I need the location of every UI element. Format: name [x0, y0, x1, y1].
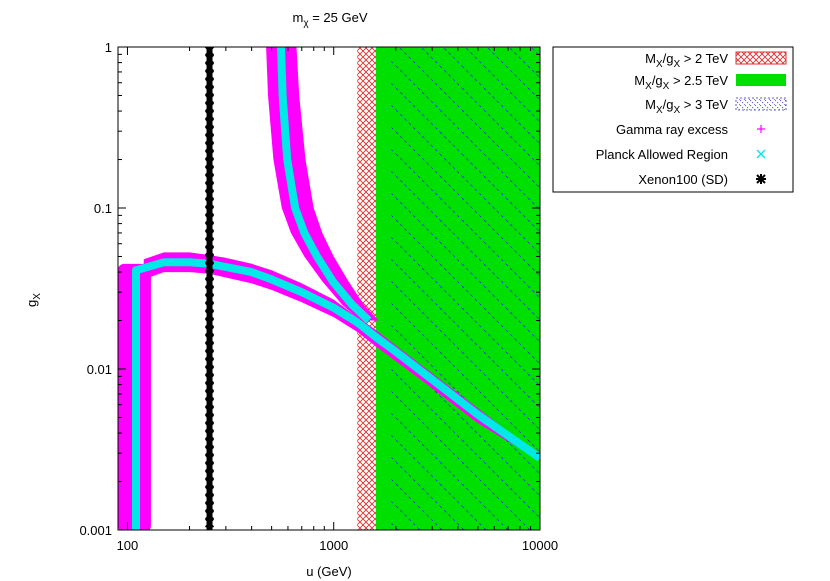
xenon-marker — [204, 142, 215, 152]
xenon-marker — [204, 310, 215, 320]
legend-swatch — [735, 51, 787, 65]
xenon-marker — [204, 358, 215, 368]
xenon-marker — [204, 214, 215, 224]
legend-marker — [757, 125, 765, 133]
xenon-marker — [204, 110, 215, 120]
xenon-marker — [204, 246, 215, 256]
planck-band-upper — [277, 47, 372, 324]
legend-marker — [756, 149, 766, 159]
legend-label: MX/gX > 3 TeV — [645, 97, 728, 116]
xenon-marker — [204, 286, 215, 296]
legend-swatch — [735, 97, 787, 111]
xenon-marker — [204, 470, 215, 480]
xenon-marker — [204, 94, 215, 104]
xenon-marker — [204, 47, 215, 56]
xenon-marker — [204, 518, 215, 528]
legend-label: MX/gX > 2 TeV — [645, 51, 728, 70]
legend-label: Xenon100 (SD) — [638, 172, 728, 187]
xenon-marker — [204, 486, 215, 496]
xenon-marker — [204, 222, 215, 232]
xenon-marker — [204, 302, 215, 312]
xenon-marker — [204, 78, 215, 88]
legend-marker — [756, 174, 766, 184]
x-tick-label: 100 — [117, 538, 139, 553]
xenon-marker — [204, 166, 215, 176]
xenon-marker — [204, 326, 215, 336]
xenon-marker — [204, 86, 215, 96]
xenon-marker — [204, 318, 215, 328]
legend-swatch — [736, 74, 786, 86]
y-tick-label: 0.001 — [79, 523, 112, 538]
xenon-marker — [204, 446, 215, 456]
xenon-marker — [204, 134, 215, 144]
xenon-marker — [204, 230, 215, 240]
x-axis-label: u (GeV) — [306, 564, 352, 579]
xenon-marker — [204, 158, 215, 168]
xenon-marker — [204, 278, 215, 288]
xenon-marker — [204, 342, 215, 352]
xenon-marker — [204, 462, 215, 472]
xenon-marker — [204, 262, 215, 272]
xenon-marker — [204, 406, 215, 416]
legend-label: Gamma ray excess — [616, 122, 728, 137]
xenon-marker — [204, 102, 215, 112]
xenon-marker — [204, 118, 215, 128]
xenon-marker — [204, 254, 215, 264]
legend: MX/gX > 2 TeV MX/gX > 2.5 TeV MX/gX > 3 Te… — [552, 46, 794, 193]
xenon-marker — [204, 150, 215, 160]
axis-ticks: 100 1000 10000 0.001 0.01 0.1 1 — [79, 40, 558, 553]
xenon-marker — [204, 478, 215, 488]
y-tick-label: 0.01 — [87, 362, 112, 377]
xenon-marker — [204, 438, 215, 448]
xenon-marker — [204, 366, 215, 376]
xenon-marker — [204, 510, 215, 520]
xenon-marker — [204, 422, 215, 432]
xenon-marker — [204, 54, 215, 64]
xenon-marker — [204, 350, 215, 360]
xenon-marker — [204, 198, 215, 208]
xenon-marker — [204, 206, 215, 216]
y-axis-label: gX — [24, 293, 43, 307]
xenon-marker — [204, 126, 215, 136]
planck-band-lower — [132, 258, 540, 530]
xenon-marker — [204, 374, 215, 384]
region-excluded_3tev — [391, 47, 540, 530]
xenon-marker — [204, 414, 215, 424]
legend-label: Planck Allowed Region — [596, 147, 728, 162]
xenon-marker — [204, 398, 215, 408]
xenon-marker — [204, 454, 215, 464]
legend-label: MX/gX > 2.5 TeV — [634, 73, 728, 92]
chart-title: mχ = 25 GeV — [293, 10, 368, 29]
gamma-band-upper — [266, 47, 379, 321]
xenon-marker — [204, 182, 215, 192]
xenon-marker — [204, 382, 215, 392]
xenon-marker — [204, 390, 215, 400]
xenon-marker — [204, 174, 215, 184]
plot-area — [118, 47, 540, 530]
x-tick-label: 1000 — [319, 538, 348, 553]
y-tick-label: 1 — [105, 40, 112, 55]
xenon-marker — [204, 294, 215, 304]
y-tick-label: 0.1 — [94, 201, 112, 216]
xenon-marker — [204, 190, 215, 200]
xenon-marker — [204, 430, 215, 440]
xenon-marker — [204, 62, 215, 72]
legend-box — [552, 46, 794, 193]
xenon-marker — [204, 334, 215, 344]
xenon-marker — [204, 494, 215, 504]
plot-frame — [117, 46, 541, 531]
xenon-marker — [204, 70, 215, 80]
x-tick-label: 10000 — [522, 538, 558, 553]
xenon-marker — [204, 502, 215, 512]
xenon-marker — [204, 270, 215, 280]
xenon-marker — [204, 238, 215, 248]
